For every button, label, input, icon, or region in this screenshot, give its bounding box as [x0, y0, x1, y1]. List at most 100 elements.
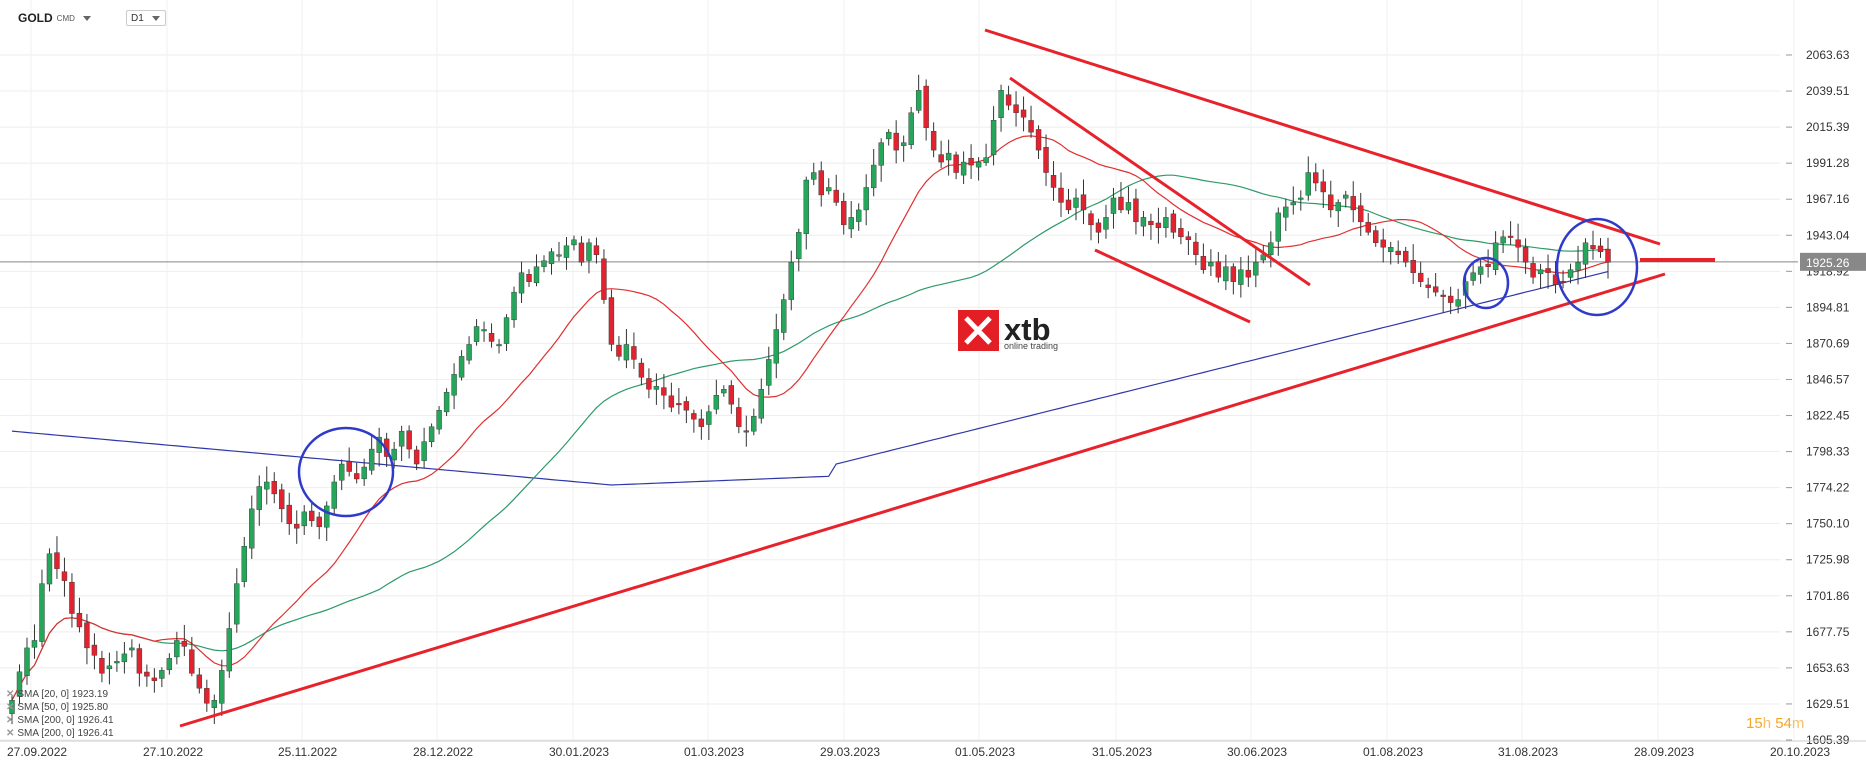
- candle-body: [563, 245, 570, 258]
- remove-icon[interactable]: ✕: [6, 702, 15, 713]
- candle: [1313, 163, 1319, 192]
- candle-body: [1050, 175, 1057, 188]
- candle-body: [159, 670, 165, 679]
- candle: [878, 138, 884, 182]
- candle-body: [616, 344, 622, 357]
- candle-body: [338, 463, 345, 481]
- candle: [683, 396, 690, 424]
- indicator-legend-4[interactable]: ✕ SMA [200, 0] 1926.41: [6, 727, 114, 740]
- x-tick-label: 25.11.2022: [278, 745, 337, 759]
- highlight-ellipse: [297, 426, 395, 518]
- candle-body: [458, 356, 465, 378]
- candle: [121, 642, 128, 674]
- candle: [788, 250, 794, 311]
- candle-body: [76, 612, 83, 628]
- candle: [638, 358, 645, 386]
- candle: [1050, 161, 1057, 201]
- candle: [1417, 261, 1424, 288]
- candle-body: [309, 510, 315, 522]
- remove-icon[interactable]: ✕: [6, 689, 15, 700]
- candle-body: [1020, 109, 1027, 118]
- candle: [503, 314, 510, 351]
- candle: [1118, 182, 1124, 214]
- indicator-legend-1[interactable]: ✕ SMA [20, 0] 1923.19: [6, 688, 108, 701]
- candle-body: [1350, 196, 1356, 211]
- candle-timer: 15h 54m: [1746, 715, 1804, 732]
- candle: [548, 248, 555, 275]
- candle-body: [586, 242, 592, 261]
- candle-body: [316, 516, 322, 528]
- candle-body: [1013, 104, 1019, 113]
- candle: [16, 664, 23, 705]
- candle-body: [601, 258, 607, 300]
- candle: [488, 323, 495, 348]
- candle-body: [279, 489, 285, 510]
- candle: [691, 409, 697, 433]
- candle-body: [1313, 172, 1319, 184]
- y-tick-label: 1798.33: [1806, 445, 1850, 459]
- candle-body: [968, 157, 974, 166]
- candle-body: [1073, 197, 1079, 208]
- candle: [826, 178, 832, 195]
- indicator-legend-2[interactable]: ✕ SMA [50, 0] 1925.80: [6, 701, 108, 714]
- candle: [196, 668, 203, 694]
- y-tick-label: 2015.39: [1806, 120, 1850, 134]
- candle-body: [983, 157, 989, 163]
- remove-icon[interactable]: ✕: [6, 715, 15, 726]
- candle: [1470, 262, 1476, 286]
- candle: [46, 548, 53, 592]
- candle: [99, 650, 105, 683]
- candle: [204, 679, 210, 712]
- candle: [1290, 186, 1296, 215]
- indicator-value: 1923.19: [71, 689, 109, 700]
- candle: [1365, 213, 1371, 236]
- candle-body: [226, 628, 232, 672]
- candle: [1133, 188, 1139, 235]
- candle-body: [1275, 212, 1282, 242]
- candle: [1492, 231, 1499, 276]
- candle: [908, 106, 914, 150]
- candle: [1402, 246, 1409, 268]
- candle-body: [144, 671, 150, 677]
- candle-body: [91, 644, 98, 656]
- candle-body: [1455, 299, 1461, 307]
- candle-body: [1215, 261, 1222, 278]
- candle-body: [751, 416, 757, 432]
- y-tick-label: 1822.45: [1806, 409, 1850, 423]
- candle-body: [998, 90, 1004, 118]
- symbol-selector[interactable]: GOLD CMD: [18, 9, 91, 27]
- remove-icon[interactable]: ✕: [6, 728, 15, 739]
- candle-body: [1515, 239, 1521, 248]
- candle-body: [923, 85, 929, 128]
- candle: [331, 474, 337, 516]
- candle-body: [1200, 256, 1207, 270]
- candle: [1163, 207, 1169, 238]
- candle-body: [721, 389, 727, 394]
- watermark-tagline: online trading: [1004, 341, 1058, 351]
- indicator-label: SMA [20, 0]: [17, 689, 70, 700]
- candle: [601, 249, 607, 304]
- candle-body: [1133, 198, 1139, 223]
- candle: [1058, 172, 1064, 218]
- timeframe-selector[interactable]: D1: [126, 10, 166, 26]
- candle-body: [1582, 242, 1589, 265]
- indicator-legend-3[interactable]: ✕ SMA [200, 0] 1926.41: [6, 714, 114, 727]
- candle: [721, 385, 727, 397]
- candle-body: [826, 187, 832, 192]
- candle: [1567, 263, 1574, 284]
- x-tick-label: 28.12.2022: [413, 745, 473, 759]
- candle-body: [488, 332, 495, 342]
- candle: [1530, 256, 1536, 284]
- candle-body: [900, 142, 907, 146]
- candle: [781, 293, 787, 341]
- candle: [811, 162, 817, 186]
- trendline: [984, 28, 1661, 246]
- candle: [930, 122, 937, 158]
- candle: [1215, 252, 1222, 283]
- candle: [511, 286, 517, 328]
- candle-body: [1597, 245, 1604, 252]
- candle: [421, 427, 427, 468]
- candle-body: [930, 131, 937, 151]
